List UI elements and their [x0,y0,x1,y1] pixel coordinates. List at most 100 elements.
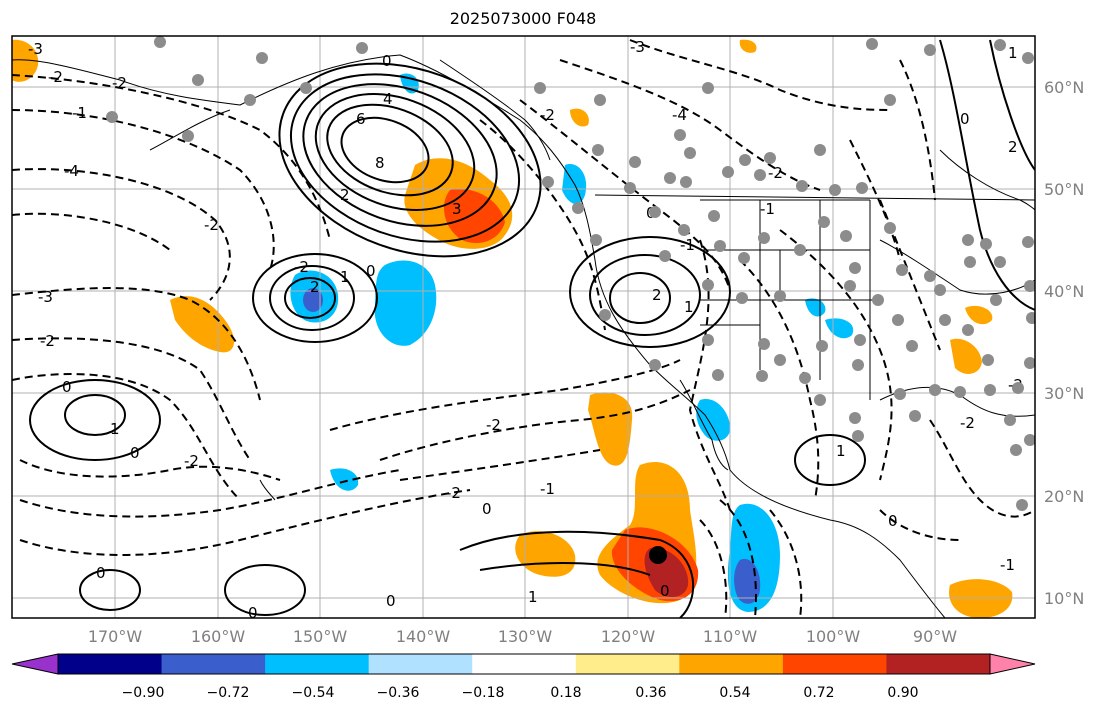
contour-label: 0 [96,564,106,582]
colorbar-tick-label: −0.72 [207,685,250,701]
positive-anomaly-canada [739,39,757,53]
map-frame [11,35,1036,619]
contour-label: -1 [540,480,555,498]
contour-ring [340,116,430,184]
contour-label: 0 [130,444,140,462]
storm-center-marker [649,546,667,564]
positive-anomaly-caribbean [949,579,1013,618]
colorbar-segment [679,654,784,674]
latitude-labels: 60°N 50°N 40°N 30°N 20°N 10°N [1044,78,1084,608]
contour-ring [302,83,498,227]
lon-label: 170°W [88,627,143,646]
lat-label: 60°N [1044,78,1084,97]
contour-label: -1 [1000,556,1015,574]
colorbar-tick-label: −0.54 [292,685,335,701]
contour-label: -4 [64,162,79,180]
contour-ring [64,394,126,436]
contour-label: -3 [28,40,43,58]
colorbar-segment [368,654,473,674]
colorbar-segment [265,654,370,674]
colorbar-segment [782,654,887,674]
contour-label: 1 [110,420,120,438]
contour-label: 2 [340,186,350,204]
contour-label: 0 [960,110,970,128]
contour-label: 0 [660,582,670,600]
colorbar-tick-label: 0.54 [719,685,750,701]
contour-ring [79,569,141,611]
contour-ring [609,272,671,324]
contour-label: 2 [1008,138,1018,156]
contour-label: 2 [652,286,662,304]
colorbar-frame [57,653,991,675]
lat-label: 30°N [1044,384,1084,403]
contour-label: -2 [204,216,219,234]
station-dots [106,36,1035,511]
positive-anomaly-baja-offshore [588,392,633,466]
contour-line [989,39,1035,171]
contour-label: 6 [356,110,366,128]
lon-label: 140°W [396,627,451,646]
colorbar-tick-label: −0.90 [122,685,165,701]
lat-label: 10°N [1044,589,1084,608]
contour-label: -2 [40,332,55,350]
contour-label: 1 [836,442,846,460]
contour-label: 0 [366,262,376,280]
contour-label: -3 [630,38,645,56]
contour-ring [589,254,701,336]
graticule [12,36,1035,618]
contour-ring [314,93,476,211]
coastlines [12,54,1035,618]
lon-label: 130°W [498,627,553,646]
contour-ring [269,265,355,331]
contour-label: -2 [48,68,63,86]
contour-label: 4 [383,90,393,108]
contour-label: -2 [486,416,501,434]
contour-label: -2 [540,106,555,124]
positive-anomaly-southeast-us [950,338,982,374]
contour-label: 0 [482,500,492,518]
lon-label: 150°W [293,627,348,646]
contour-ring [289,73,521,243]
lon-label: 120°W [601,627,656,646]
contour-label: -2 [960,414,975,432]
map-title: 2025073000 F048 [449,9,597,28]
contour-label: 1 [684,298,694,316]
negative-anomaly-mid-pacific [374,260,437,346]
lon-label: 160°W [191,627,246,646]
contour-label: -1 [72,104,87,122]
contour-label: -2 [446,484,461,502]
contour-label: -2 [184,452,199,470]
contour-label: -1 [680,236,695,254]
contour-label: 2 [310,278,320,296]
contour-line [939,39,1035,311]
negative-anomaly-low-core [303,288,323,312]
contour-label: -2 [768,164,783,182]
contour-line [479,562,651,576]
contour-ring [29,379,161,461]
contour-line [459,530,694,618]
contour-label: 1 [340,268,350,286]
contour-label: 0 [248,604,258,622]
negative-anomaly-gulf-california [696,399,731,441]
positive-anomaly-east-us [965,305,993,325]
contour-label: 0 [386,592,396,610]
contour-label: 0 [382,52,392,70]
contour-ring [224,564,306,616]
negative-anomaly-hawaii [330,468,359,491]
longitude-labels: 170°W 160°W 150°W 140°W 130°W 120°W 110°… [88,627,957,646]
contour-label: -2 [294,258,309,276]
dashed-contours [12,39,1035,618]
positive-anomaly-pacific-nw [570,108,589,127]
contour-ring [326,103,454,197]
contour-label: -1 [760,200,775,218]
contour-label: 3 [452,200,462,218]
contour-label: 8 [375,154,385,172]
contour-label: 0 [62,378,72,396]
colorbar-ticks: −0.90 −0.72 −0.54 −0.36 −0.18 0.18 0.36 … [122,685,919,701]
colorbar-extend-high [989,653,1036,675]
colorbar-tick-label: 0.18 [550,685,581,701]
contour-ring [278,62,542,258]
contour-label: -3 [38,288,53,306]
contour-ring [284,277,336,319]
